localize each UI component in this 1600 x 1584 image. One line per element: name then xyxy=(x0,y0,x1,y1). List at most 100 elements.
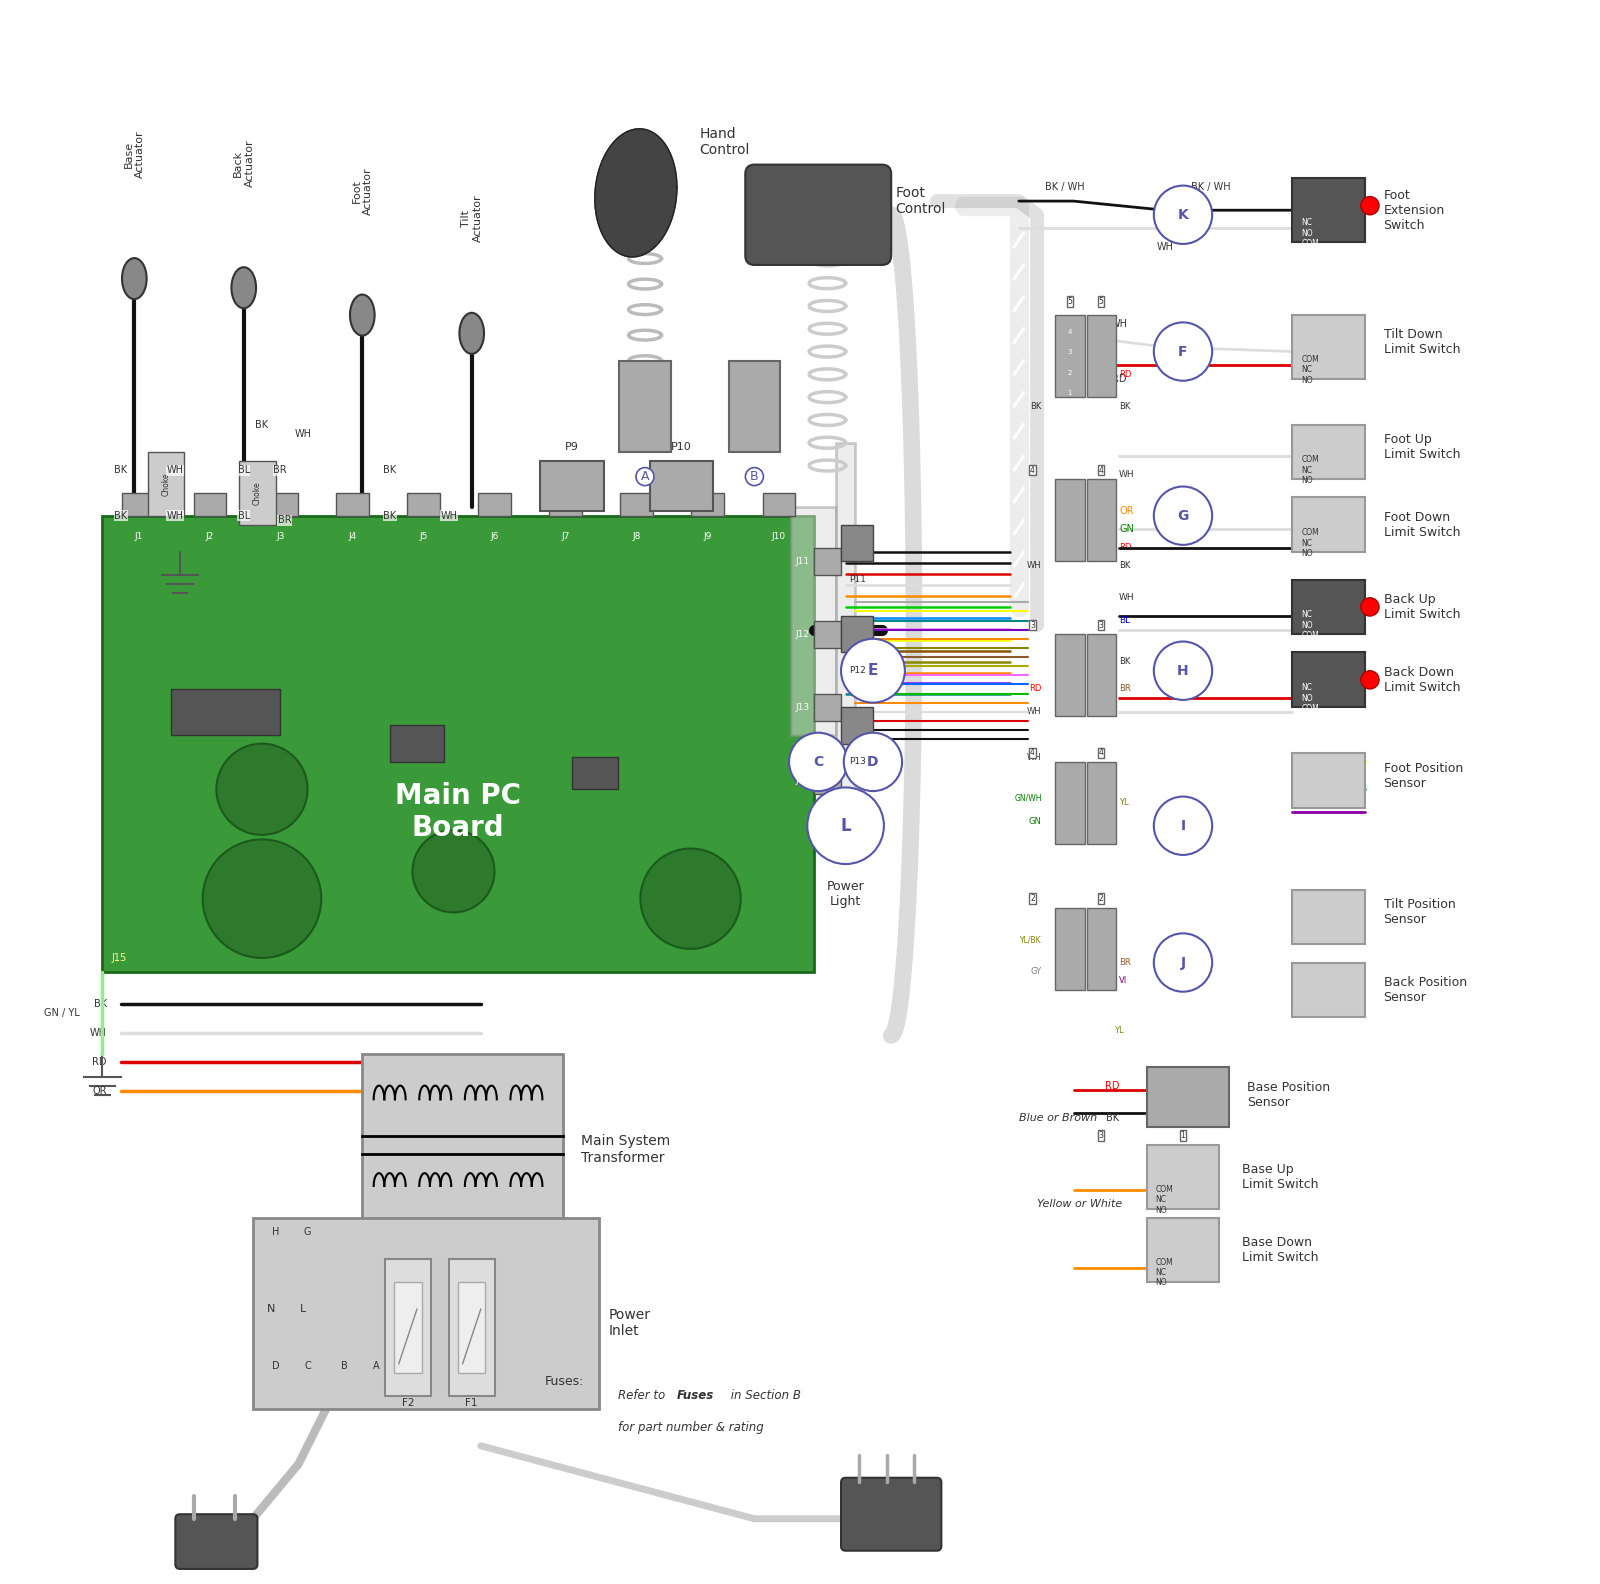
Text: J9: J9 xyxy=(704,532,712,542)
Text: Foot Up
Limit Switch: Foot Up Limit Switch xyxy=(1384,434,1461,461)
Text: Back Up
Limit Switch: Back Up Limit Switch xyxy=(1384,592,1461,621)
FancyBboxPatch shape xyxy=(691,493,725,516)
Text: Back
Actuator: Back Actuator xyxy=(234,139,254,187)
Text: BL: BL xyxy=(238,466,250,475)
Text: WH: WH xyxy=(294,429,312,439)
FancyBboxPatch shape xyxy=(746,165,891,265)
Text: BK: BK xyxy=(1106,1112,1118,1123)
FancyBboxPatch shape xyxy=(619,361,670,451)
Polygon shape xyxy=(595,128,677,257)
FancyBboxPatch shape xyxy=(790,507,837,735)
FancyBboxPatch shape xyxy=(238,461,275,524)
FancyBboxPatch shape xyxy=(458,1281,485,1373)
Text: A: A xyxy=(373,1361,379,1370)
Text: 4: 4 xyxy=(1099,466,1104,475)
FancyBboxPatch shape xyxy=(842,524,874,561)
Circle shape xyxy=(1154,185,1213,244)
Text: P12: P12 xyxy=(850,667,866,675)
Text: OR: OR xyxy=(93,1087,107,1096)
FancyBboxPatch shape xyxy=(1293,752,1365,808)
Text: in Section B: in Section B xyxy=(726,1389,802,1402)
Text: 3: 3 xyxy=(1099,1131,1104,1140)
Text: Tilt Down
Limit Switch: Tilt Down Limit Switch xyxy=(1384,328,1461,356)
Text: Tilt Position
Sensor: Tilt Position Sensor xyxy=(1384,898,1456,927)
Text: Back Down
Limit Switch: Back Down Limit Switch xyxy=(1384,665,1461,694)
Text: Hand
Control: Hand Control xyxy=(699,127,750,157)
Text: WH: WH xyxy=(1118,594,1134,602)
Text: J14: J14 xyxy=(795,776,810,784)
Text: J12: J12 xyxy=(795,630,810,638)
Text: L: L xyxy=(840,817,851,835)
Text: A: A xyxy=(640,470,650,483)
Text: P10: P10 xyxy=(670,442,691,451)
Text: F2: F2 xyxy=(402,1399,414,1408)
FancyBboxPatch shape xyxy=(573,757,618,789)
Text: BK: BK xyxy=(382,510,397,521)
FancyBboxPatch shape xyxy=(390,725,445,762)
Text: Fuses:: Fuses: xyxy=(544,1375,584,1389)
Ellipse shape xyxy=(232,268,256,309)
Text: B: B xyxy=(341,1361,347,1370)
Text: BK: BK xyxy=(1030,402,1042,410)
Text: WH: WH xyxy=(1027,706,1042,716)
Text: COM
NC
NO: COM NC NO xyxy=(1155,1185,1173,1215)
FancyBboxPatch shape xyxy=(1056,315,1085,398)
FancyBboxPatch shape xyxy=(1147,1218,1219,1281)
FancyBboxPatch shape xyxy=(1293,179,1365,242)
Text: GN / YL: GN / YL xyxy=(43,1007,80,1017)
Text: COM
NC
NO: COM NC NO xyxy=(1301,455,1320,485)
Text: 4: 4 xyxy=(1067,329,1072,336)
Text: 2: 2 xyxy=(1067,369,1072,375)
Text: BK: BK xyxy=(94,998,107,1009)
Text: I: I xyxy=(1181,819,1186,833)
FancyBboxPatch shape xyxy=(1147,1068,1229,1126)
FancyBboxPatch shape xyxy=(386,1259,430,1396)
Text: 3: 3 xyxy=(1067,350,1072,355)
FancyBboxPatch shape xyxy=(1056,762,1085,844)
Text: Foot
Control: Foot Control xyxy=(896,185,946,215)
FancyBboxPatch shape xyxy=(1056,634,1085,716)
FancyBboxPatch shape xyxy=(842,1478,941,1551)
Text: BK / WH: BK / WH xyxy=(1045,182,1085,192)
Text: NC
NO
COM: NC NO COM xyxy=(1301,610,1320,640)
Text: P9: P9 xyxy=(565,442,579,451)
Text: J2: J2 xyxy=(206,532,214,542)
Text: 3: 3 xyxy=(1030,621,1035,629)
Text: G: G xyxy=(304,1226,312,1237)
Text: D: D xyxy=(867,756,878,768)
Circle shape xyxy=(1362,597,1379,616)
Text: Foot Position
Sensor: Foot Position Sensor xyxy=(1384,762,1462,789)
Text: E: E xyxy=(867,664,878,678)
Text: 5: 5 xyxy=(1067,296,1072,306)
Text: Main PC
Board: Main PC Board xyxy=(395,782,522,843)
Circle shape xyxy=(1154,642,1213,700)
Text: P11: P11 xyxy=(850,575,866,584)
Text: 4: 4 xyxy=(1099,748,1104,757)
Ellipse shape xyxy=(122,258,147,299)
Text: WH: WH xyxy=(1027,752,1042,762)
FancyBboxPatch shape xyxy=(1293,963,1365,1017)
Circle shape xyxy=(1362,670,1379,689)
Text: J15: J15 xyxy=(112,952,126,963)
Text: BK: BK xyxy=(1118,657,1131,667)
Text: BK: BK xyxy=(114,466,128,475)
FancyBboxPatch shape xyxy=(478,493,510,516)
Text: COM
NC
NO: COM NC NO xyxy=(1301,527,1320,558)
FancyBboxPatch shape xyxy=(123,493,155,516)
FancyBboxPatch shape xyxy=(842,616,874,653)
FancyBboxPatch shape xyxy=(1293,653,1365,706)
Circle shape xyxy=(216,743,307,835)
Text: B: B xyxy=(750,470,758,483)
FancyBboxPatch shape xyxy=(147,451,184,516)
Text: 3: 3 xyxy=(1099,621,1104,629)
Text: Base Up
Limit Switch: Base Up Limit Switch xyxy=(1242,1163,1318,1191)
Circle shape xyxy=(1154,933,1213,992)
Text: 2: 2 xyxy=(1030,895,1035,903)
FancyBboxPatch shape xyxy=(102,516,814,971)
Text: YL/BK: YL/BK xyxy=(1021,935,1042,944)
FancyBboxPatch shape xyxy=(362,1053,563,1245)
Text: RD: RD xyxy=(1118,369,1131,379)
Text: WH: WH xyxy=(440,510,458,521)
Text: RD: RD xyxy=(93,1057,107,1068)
FancyBboxPatch shape xyxy=(814,548,842,575)
